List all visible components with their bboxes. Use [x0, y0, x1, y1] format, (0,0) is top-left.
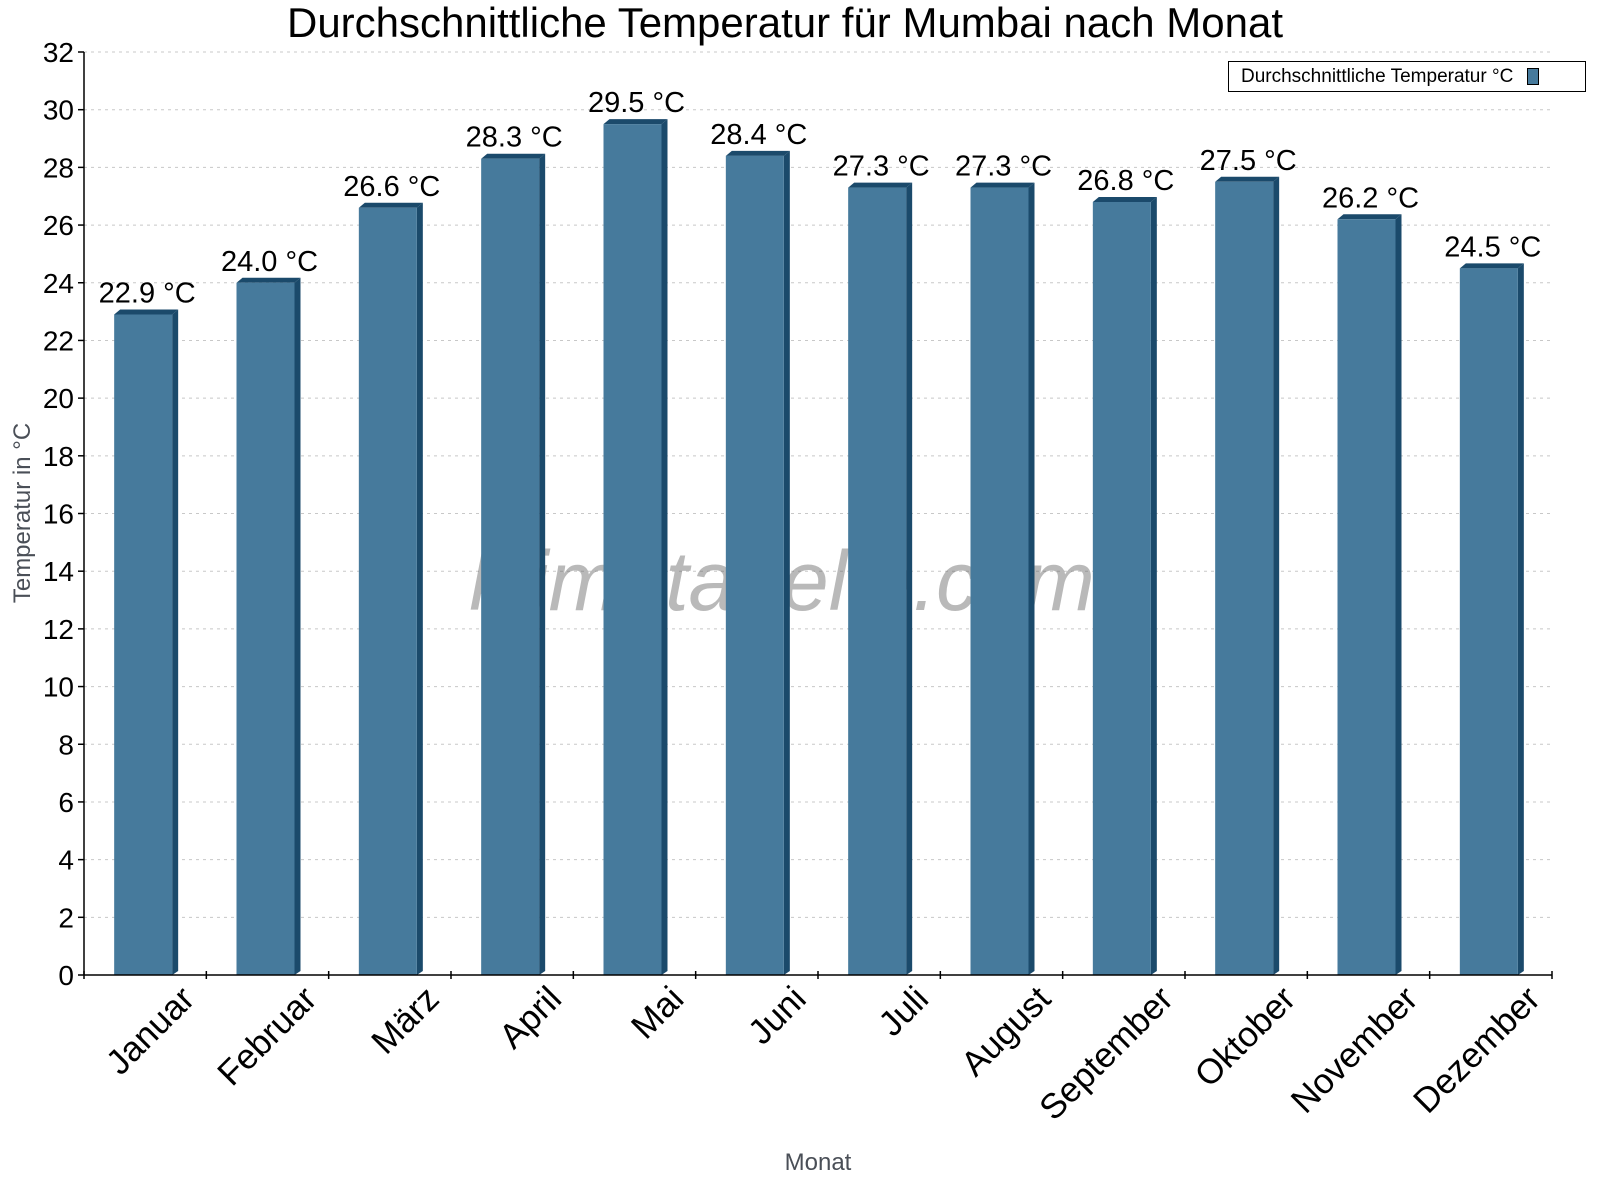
- bar: [481, 158, 540, 976]
- bar: [236, 282, 295, 975]
- x-category-label: Juli: [871, 979, 936, 1044]
- bar-top: [1459, 263, 1524, 269]
- bar: [848, 187, 907, 976]
- bar: [1459, 268, 1518, 975]
- bar: [1337, 219, 1396, 975]
- bar-side: [1273, 176, 1280, 975]
- legend-swatch: [1527, 68, 1540, 85]
- x-category-label: Mai: [624, 979, 691, 1046]
- value-label: 26.6 °C: [343, 171, 440, 203]
- value-label: 27.3 °C: [833, 151, 930, 183]
- bar-side: [539, 153, 546, 976]
- value-label: 26.2 °C: [1322, 182, 1419, 214]
- y-tick-label: 6: [58, 787, 74, 818]
- y-tick-label: 2: [58, 902, 74, 933]
- x-category-label: Oktober: [1187, 979, 1303, 1095]
- bar-top: [481, 153, 546, 159]
- y-tick-label: 12: [43, 614, 74, 645]
- bar-top: [1215, 176, 1280, 182]
- y-tick-label: 8: [58, 729, 74, 760]
- y-tick-label: 28: [43, 152, 74, 183]
- bar: [725, 155, 784, 975]
- value-label: 29.5 °C: [588, 87, 685, 119]
- x-axis-title: Monat: [785, 1149, 852, 1176]
- x-category-label: Dezember: [1406, 979, 1548, 1121]
- y-tick-label: 32: [43, 37, 74, 68]
- bar-top: [970, 182, 1035, 188]
- bar-side: [906, 182, 913, 976]
- x-category-label: Februar: [210, 979, 324, 1093]
- bar-side: [661, 119, 668, 975]
- y-tick-label: 30: [43, 95, 74, 126]
- y-tick-label: 26: [43, 210, 74, 241]
- bar-side: [1395, 214, 1402, 975]
- x-category-label: Januar: [99, 979, 202, 1082]
- bar-side: [294, 277, 301, 975]
- bar: [114, 314, 173, 975]
- bar-top: [1092, 196, 1157, 202]
- bar-side: [1028, 182, 1035, 976]
- y-tick-label: 4: [58, 845, 74, 876]
- bar-top: [603, 119, 668, 125]
- bar-top: [848, 182, 913, 188]
- bar-side: [172, 309, 179, 975]
- x-category-label: März: [364, 979, 447, 1062]
- bar-top: [358, 202, 423, 208]
- value-label: 27.5 °C: [1200, 145, 1297, 177]
- bar: [970, 187, 1029, 976]
- bar-side: [1517, 263, 1524, 975]
- y-tick-label: 20: [43, 383, 74, 414]
- x-category-label: April: [492, 979, 569, 1056]
- x-category-label: Juni: [741, 979, 814, 1052]
- bar-side: [416, 202, 423, 976]
- bar-side: [783, 150, 790, 975]
- bar-top: [1337, 214, 1402, 220]
- y-tick-label: 22: [43, 325, 74, 356]
- bar-top: [236, 277, 301, 283]
- y-tick-label: 18: [43, 441, 74, 472]
- value-label: 22.9 °C: [99, 277, 196, 309]
- y-tick-label: 0: [58, 960, 74, 991]
- x-category-label: August: [954, 979, 1059, 1084]
- x-category-label: November: [1284, 979, 1426, 1121]
- value-label: 28.4 °C: [710, 119, 807, 151]
- y-tick-label: 10: [43, 672, 74, 703]
- value-label: 26.8 °C: [1077, 165, 1174, 197]
- chart-title: Durchschnittliche Temperatur für Mumbai …: [286, 0, 1283, 46]
- bar: [1215, 181, 1274, 975]
- y-tick-label: 24: [43, 268, 74, 299]
- value-label: 28.3 °C: [466, 122, 563, 154]
- bar: [1092, 201, 1151, 976]
- y-tick-label: 14: [43, 556, 74, 587]
- value-label: 27.3 °C: [955, 151, 1052, 183]
- legend-label: Durchschnittliche Temperatur °C: [1241, 65, 1514, 87]
- value-label: 24.5 °C: [1444, 231, 1541, 263]
- bar-top: [725, 150, 790, 156]
- bar-side: [1150, 196, 1157, 976]
- y-tick-label: 16: [43, 499, 74, 530]
- legend: Durchschnittliche Temperatur °C: [1228, 61, 1586, 92]
- bar: [358, 207, 417, 976]
- x-category-label: September: [1032, 979, 1181, 1128]
- bar: [603, 124, 662, 975]
- value-label: 24.0 °C: [221, 246, 318, 278]
- y-axis-title: Temperatur in °C: [9, 423, 36, 603]
- bar-top: [114, 309, 179, 315]
